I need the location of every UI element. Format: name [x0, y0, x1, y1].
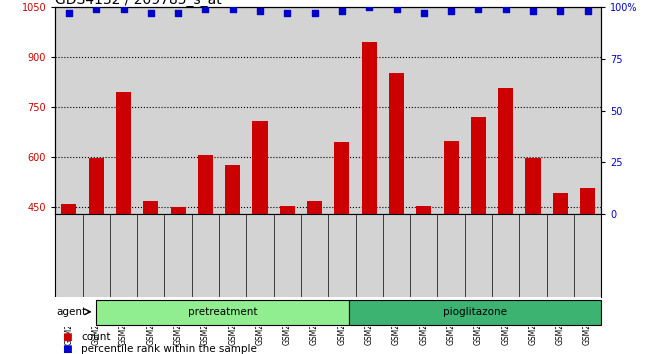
Point — [118, 6, 129, 12]
Bar — [580, 188, 595, 214]
Point — [91, 6, 101, 12]
Point — [446, 8, 456, 14]
Point — [473, 6, 484, 12]
Point — [364, 4, 374, 10]
Bar — [471, 117, 486, 214]
Point — [528, 8, 538, 14]
Point — [391, 6, 402, 12]
Point — [337, 8, 347, 14]
Text: agent: agent — [57, 307, 86, 317]
Bar — [170, 207, 186, 214]
Bar — [348, 300, 601, 325]
Bar — [96, 300, 348, 325]
Point — [309, 11, 320, 16]
Text: percentile rank within the sample: percentile rank within the sample — [81, 344, 257, 354]
Point — [200, 6, 211, 12]
Bar — [225, 165, 240, 214]
Bar — [334, 142, 350, 214]
Bar — [307, 201, 322, 214]
Point — [282, 11, 293, 16]
Text: ■: ■ — [62, 344, 72, 354]
Text: pioglitazone: pioglitazone — [443, 307, 507, 317]
Bar — [252, 121, 268, 214]
Point — [146, 11, 156, 16]
Point — [227, 6, 238, 12]
Bar — [498, 88, 514, 214]
Point — [173, 11, 183, 16]
Point — [419, 11, 429, 16]
Bar — [280, 206, 295, 214]
Bar — [389, 73, 404, 214]
Bar — [143, 201, 159, 214]
Bar — [88, 158, 104, 214]
Bar — [552, 193, 568, 214]
Bar — [361, 42, 377, 214]
Bar — [525, 158, 541, 214]
Point — [500, 6, 511, 12]
Text: GDS4132 / 209785_s_at: GDS4132 / 209785_s_at — [55, 0, 222, 7]
Bar — [443, 141, 459, 214]
Point — [255, 8, 265, 14]
Point — [64, 11, 74, 16]
Point — [555, 8, 566, 14]
Bar — [116, 92, 131, 214]
Bar — [416, 206, 432, 214]
Text: count: count — [81, 332, 110, 342]
Bar — [61, 204, 77, 214]
Point — [582, 8, 593, 14]
Bar — [198, 155, 213, 214]
Text: pretreatment: pretreatment — [188, 307, 257, 317]
Text: ■: ■ — [62, 332, 72, 342]
